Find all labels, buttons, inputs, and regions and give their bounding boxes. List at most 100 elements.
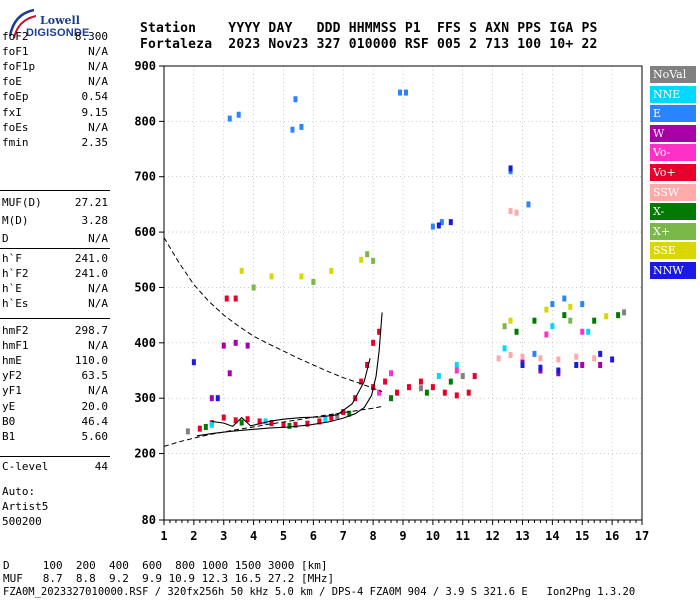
x-tick-label: 3 [220,529,227,543]
data-point-vo [406,384,411,391]
data-point-x [239,419,244,426]
data-point-noval [185,428,190,435]
data-point-x [448,378,453,385]
panel-divider [0,248,110,249]
data-point-vo [233,295,238,302]
param-row: foF1 N/A [2,45,108,60]
data-point-ssw [508,208,513,215]
data-point-x [371,257,376,264]
param-value: 8.300 [74,30,108,43]
param-label: fmin [2,135,29,149]
data-point-e [439,219,444,226]
data-point-vo [454,392,459,399]
data-point-e [580,301,585,308]
data-point-vo [377,328,382,335]
param-row: h`E N/A [2,282,108,297]
param-value: 241.0 [74,267,108,280]
param-label: yF1 [2,384,22,398]
param-label: M(D) [2,214,29,227]
logo-line2: DIGISONDE [26,27,90,39]
param-value: N/A [88,120,108,134]
x-tick-label: 13 [515,529,529,543]
x-tick-label: 5 [280,529,287,543]
param-row: B0 46.4 [2,415,108,430]
data-point-x [251,284,256,291]
footer-distance-row: D 100 200 400 600 800 1000 1500 3000 [km… [3,559,328,572]
header-row-1: Station YYYY DAY DDD HHMMSS P1 FFS S AXN… [140,21,598,36]
x-tick-label: 10 [426,529,440,543]
data-point-vo [418,378,423,385]
data-point-vo [341,409,346,416]
param-value: N/A [88,75,108,89]
data-point-w [580,361,585,368]
data-point-nne [263,418,268,425]
param-label: yE [2,399,16,413]
data-point-x [203,423,208,430]
x-tick-label: 6 [310,529,317,543]
param-label: B0 [2,414,16,428]
param-row: hmF2 298.7 [2,324,108,339]
param-row: hmE 110.0 [2,354,108,369]
param-row: yE 20.0 [2,400,108,415]
param-row: h`F2 241.0 [2,267,108,282]
auto-scaling-line1: Auto: [2,485,36,498]
header-row-2: Fortaleza 2023 Nov23 327 010000 RSF 005 … [140,37,598,52]
data-point-w [221,342,226,349]
data-point-ssw [556,356,561,363]
param-row: MUF(D) 27.21 [2,196,108,211]
dashed-trace-curve [163,406,383,447]
param-row: M(D) 3.28 [2,214,108,229]
y-tick-label: 80 [142,513,156,527]
param-value: N/A [88,282,108,295]
param-label: h`F2 [2,267,29,280]
param-label: B1 [2,429,16,443]
param-value: 46.4 [81,414,109,428]
data-point-vo [472,373,477,380]
param-value: 110.0 [74,354,108,368]
data-point-nnw [520,361,525,368]
param-label: foE [2,75,22,89]
data-point-vo [377,389,382,396]
data-point-nne [209,421,214,428]
data-point-nnw [191,359,196,366]
data-point-noval [335,412,340,419]
param-value: 20.0 [81,399,109,413]
x-tick-label: 14 [545,529,559,543]
param-value: 0.54 [81,90,109,104]
data-point-e [398,89,403,96]
data-point-vo [257,418,262,425]
data-point-nnw [215,395,220,402]
y-tick-label: 700 [134,170,156,184]
data-point-x [562,312,567,319]
legend-item: Vo- [650,144,696,162]
clevel-row: C-level 44 [2,460,108,475]
param-row: foEs N/A [2,121,108,136]
param-label: h`F [2,252,22,265]
data-point-vo [281,421,286,428]
param-label: hmF1 [2,339,29,353]
data-point-nne [586,328,591,335]
param-value: N/A [88,232,108,245]
solid-trace-curve [196,312,383,437]
param-value: N/A [88,297,108,310]
data-point-w [598,361,603,368]
data-point-x [568,317,573,324]
y-tick-label: 600 [134,225,156,239]
data-point-e [293,96,298,103]
data-point-vo [383,378,388,385]
param-label: fxI [2,105,22,119]
lowell-digisonde-logo: Lowell DIGISONDE [6,6,89,40]
x-tick-label: 15 [575,529,589,543]
data-point-vo [233,417,238,424]
param-value: 27.21 [74,196,108,209]
data-point-sse [568,303,573,310]
legend-item: SSW [650,183,696,201]
param-label: h`E [2,282,22,295]
legend-item: Vo+ [650,164,696,181]
data-point-x [365,251,370,258]
data-point-e [236,111,241,118]
data-point-nne [550,323,555,330]
data-point-vo [317,418,322,425]
param-row: foF1p N/A [2,60,108,75]
